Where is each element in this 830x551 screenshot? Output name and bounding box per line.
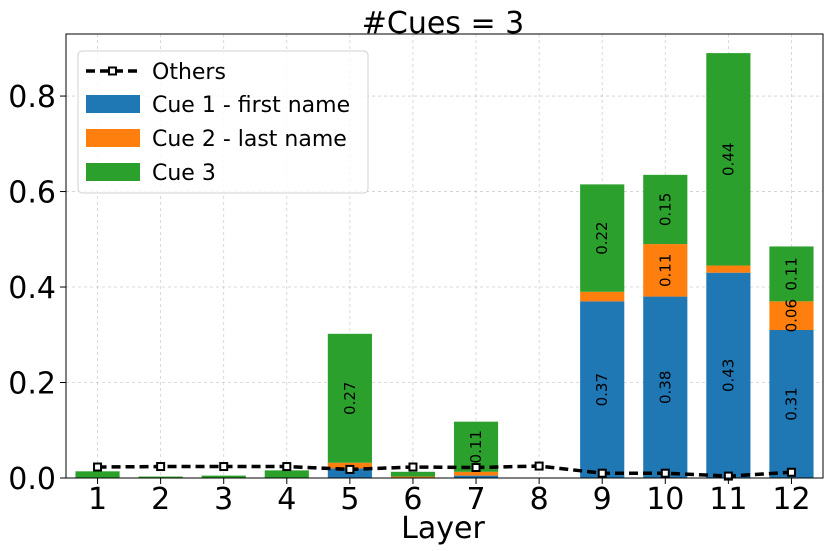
chart-title: #Cues = 3 — [362, 6, 524, 41]
bar-segment — [75, 471, 120, 478]
x-tick-label: 4 — [277, 482, 296, 517]
bar-value-label: 0.11 — [782, 257, 800, 290]
x-tick-label: 6 — [403, 482, 422, 517]
bars — [75, 53, 814, 478]
bar-segment — [580, 301, 625, 478]
bar-segment — [327, 333, 372, 463]
bar-value-label: 0.44 — [719, 143, 737, 176]
x-tick-label: 11 — [709, 482, 747, 517]
bar-value-label: 0.11 — [467, 430, 485, 463]
bar-segment — [453, 471, 499, 476]
others-line-path — [97, 464, 792, 478]
bar-value-label: 0.15 — [656, 193, 674, 226]
others-line-point — [93, 462, 103, 472]
legend-cue2-swatch — [86, 129, 140, 147]
bar-segment — [580, 291, 625, 302]
legend-label-cue2: Cue 2 - last name — [152, 127, 347, 152]
others-line-point — [786, 467, 796, 477]
bar-segment — [769, 330, 814, 478]
bar-segment — [264, 470, 309, 478]
bar-value-label: 0.37 — [593, 373, 611, 406]
x-axis-ticks: 1 2 3 4 5 6 7 8 9 10 11 12 — [88, 478, 811, 517]
y-tick-label: 0.8 — [8, 80, 56, 115]
y-tick-label: 0.6 — [8, 176, 56, 211]
bar-segment — [390, 476, 436, 478]
others-line-point — [471, 462, 481, 472]
legend-label-cue1: Cue 1 - first name — [152, 93, 350, 118]
bar-segment — [706, 265, 751, 273]
others-line-point — [156, 462, 166, 472]
bar-segment — [390, 471, 436, 477]
bar-segment — [706, 272, 751, 478]
x-tick-label: 3 — [214, 482, 233, 517]
legend-frame — [77, 50, 369, 194]
bar-value-label: 0.43 — [719, 359, 737, 392]
bar-segment — [201, 475, 246, 478]
bar-segment — [769, 301, 814, 330]
x-tick-label: 8 — [530, 482, 549, 517]
bar-value-label: 0.38 — [656, 371, 674, 404]
others-line-point — [660, 468, 670, 478]
legend-others-marker — [108, 66, 117, 76]
bar-segment — [138, 476, 183, 478]
bar-value-label: 0.11 — [656, 254, 674, 287]
bar-segment — [643, 174, 688, 245]
bar-value-label: 0.06 — [782, 299, 800, 332]
x-tick-label: 5 — [340, 482, 359, 517]
x-tick-label: 10 — [646, 482, 684, 517]
others-line-point — [345, 464, 355, 474]
bar-segment — [580, 184, 625, 292]
others-line — [93, 461, 796, 481]
bar-value-labels: 0.37 0.38 0.43 0.31 0.11 0.06 0.27 0.11 0.22 0.15… — [341, 143, 801, 464]
y-tick-label: 0.0 — [8, 462, 56, 497]
x-tick-label: 7 — [466, 482, 485, 517]
others-line-point — [534, 461, 544, 471]
bar-value-label: 0.31 — [782, 387, 800, 420]
bar-value-label: 0.22 — [593, 221, 611, 254]
y-tick-label: 0.2 — [8, 367, 56, 402]
bar-segment — [643, 296, 688, 478]
others-line-point — [597, 468, 607, 478]
x-tick-label: 12 — [772, 482, 810, 517]
bar-segment — [453, 475, 499, 478]
y-axis-ticks: 0.0 0.2 0.4 0.6 0.8 — [8, 80, 66, 497]
x-tick-label: 2 — [151, 482, 170, 517]
bar-segment — [769, 246, 814, 302]
bar-value-label: 0.27 — [341, 382, 359, 415]
legend-cue1-swatch — [86, 95, 140, 113]
legend-cue3-swatch — [86, 163, 140, 181]
legend-label-others: Others — [152, 60, 226, 85]
x-tick-label: 1 — [88, 482, 107, 517]
bar-segment — [706, 53, 751, 266]
x-tick-label: 9 — [593, 482, 612, 517]
legend: Others Cue 1 - first name Cue 2 - last n… — [77, 50, 369, 194]
plot-frame — [65, 33, 824, 479]
others-line-point — [282, 462, 292, 472]
others-line-point — [408, 462, 418, 472]
others-line-point — [219, 462, 229, 472]
legend-label-cue3: Cue 3 — [152, 161, 216, 186]
x-axis-label: Layer — [401, 511, 485, 546]
bar-segment — [643, 244, 688, 297]
y-tick-label: 0.4 — [8, 271, 56, 306]
